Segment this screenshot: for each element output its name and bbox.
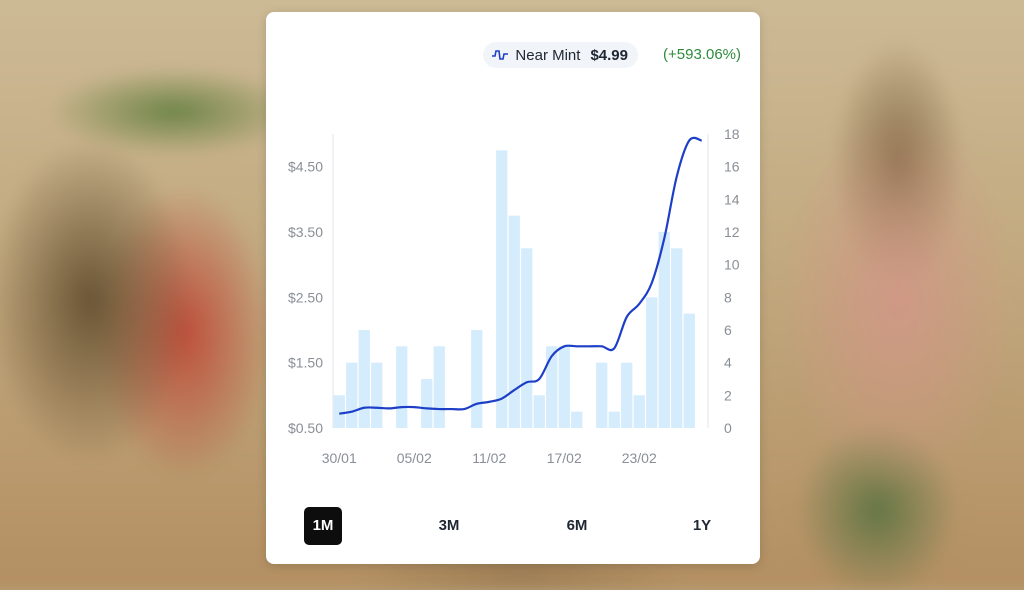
right-axis-tick-label: 8 (724, 289, 732, 305)
right-axis-tick-label: 2 (724, 387, 732, 403)
volume-bar (546, 346, 558, 428)
volume-bar (371, 362, 383, 428)
left-axis-tick-label: $4.50 (288, 159, 323, 175)
right-axis-tick-label: 0 (724, 420, 732, 436)
right-axis-tick-label: 14 (724, 191, 740, 207)
right-axis-tick-label: 12 (724, 224, 740, 240)
tab-1m[interactable]: 1M (304, 507, 342, 545)
right-axis-tick-label: 18 (724, 126, 740, 142)
left-axis-tick-label: $0.50 (288, 420, 323, 436)
price-line-icon (492, 50, 509, 60)
volume-bar (521, 248, 533, 428)
tab-3m[interactable]: 3M (438, 517, 460, 534)
x-axis-tick-label: 23/02 (622, 450, 657, 466)
price-line (339, 136, 703, 415)
legend-near-mint[interactable]: Near Mint $4.99 (483, 42, 638, 68)
tab-1y[interactable]: 1Y (692, 517, 712, 534)
volume-bar (346, 362, 358, 428)
right-axis-tick-label: 4 (724, 355, 732, 371)
volume-bar (571, 411, 583, 428)
volume-bar (471, 330, 483, 428)
volume-bar (558, 346, 570, 428)
volume-bar (608, 411, 620, 428)
tab-6m[interactable]: 6M (566, 517, 588, 534)
volume-bar (358, 330, 370, 428)
legend-label: Near Mint (515, 46, 581, 64)
right-axis-tick-label: 16 (724, 159, 740, 175)
price-chart: $0.50 $1.50 $2.50 $3.50 $4.50 0 2 4 6 8 10 12 14 16 18… (288, 126, 740, 466)
right-axis-tick-label: 10 (724, 257, 740, 273)
volume-bar (621, 362, 633, 428)
volume-bar (496, 150, 508, 429)
volume-bar (658, 232, 670, 428)
time-range-tabs: 1M 3M 6M 1Y (304, 507, 722, 545)
right-axis-tick-label: 6 (724, 322, 732, 338)
volume-bar (433, 346, 445, 428)
volume-bar (333, 395, 345, 428)
volume-bar (683, 313, 695, 428)
volume-bar (533, 395, 545, 428)
price-history-card: Near Mint $4.99 (+593.06%) $0.50 $1.50 $2.… (266, 12, 760, 564)
x-axis-tick-label: 11/02 (472, 450, 506, 466)
volume-bar (646, 297, 658, 428)
legend-price: $4.99 (590, 46, 628, 64)
volume-bar (396, 346, 408, 428)
volume-bar (421, 379, 433, 428)
volume-bar (596, 362, 608, 428)
left-axis-tick-label: $1.50 (288, 355, 323, 371)
x-axis-tick-label: 30/01 (322, 450, 357, 466)
x-axis-tick-label: 05/02 (397, 450, 432, 466)
left-axis-tick-label: $2.50 (288, 289, 323, 305)
x-axis-tick-label: 17/02 (547, 450, 582, 466)
volume-bar (508, 215, 520, 428)
volume-bar (633, 395, 645, 428)
price-change-percent: (+593.06%) (663, 46, 741, 63)
volume-bar (671, 248, 683, 428)
left-axis-tick-label: $3.50 (288, 224, 323, 240)
